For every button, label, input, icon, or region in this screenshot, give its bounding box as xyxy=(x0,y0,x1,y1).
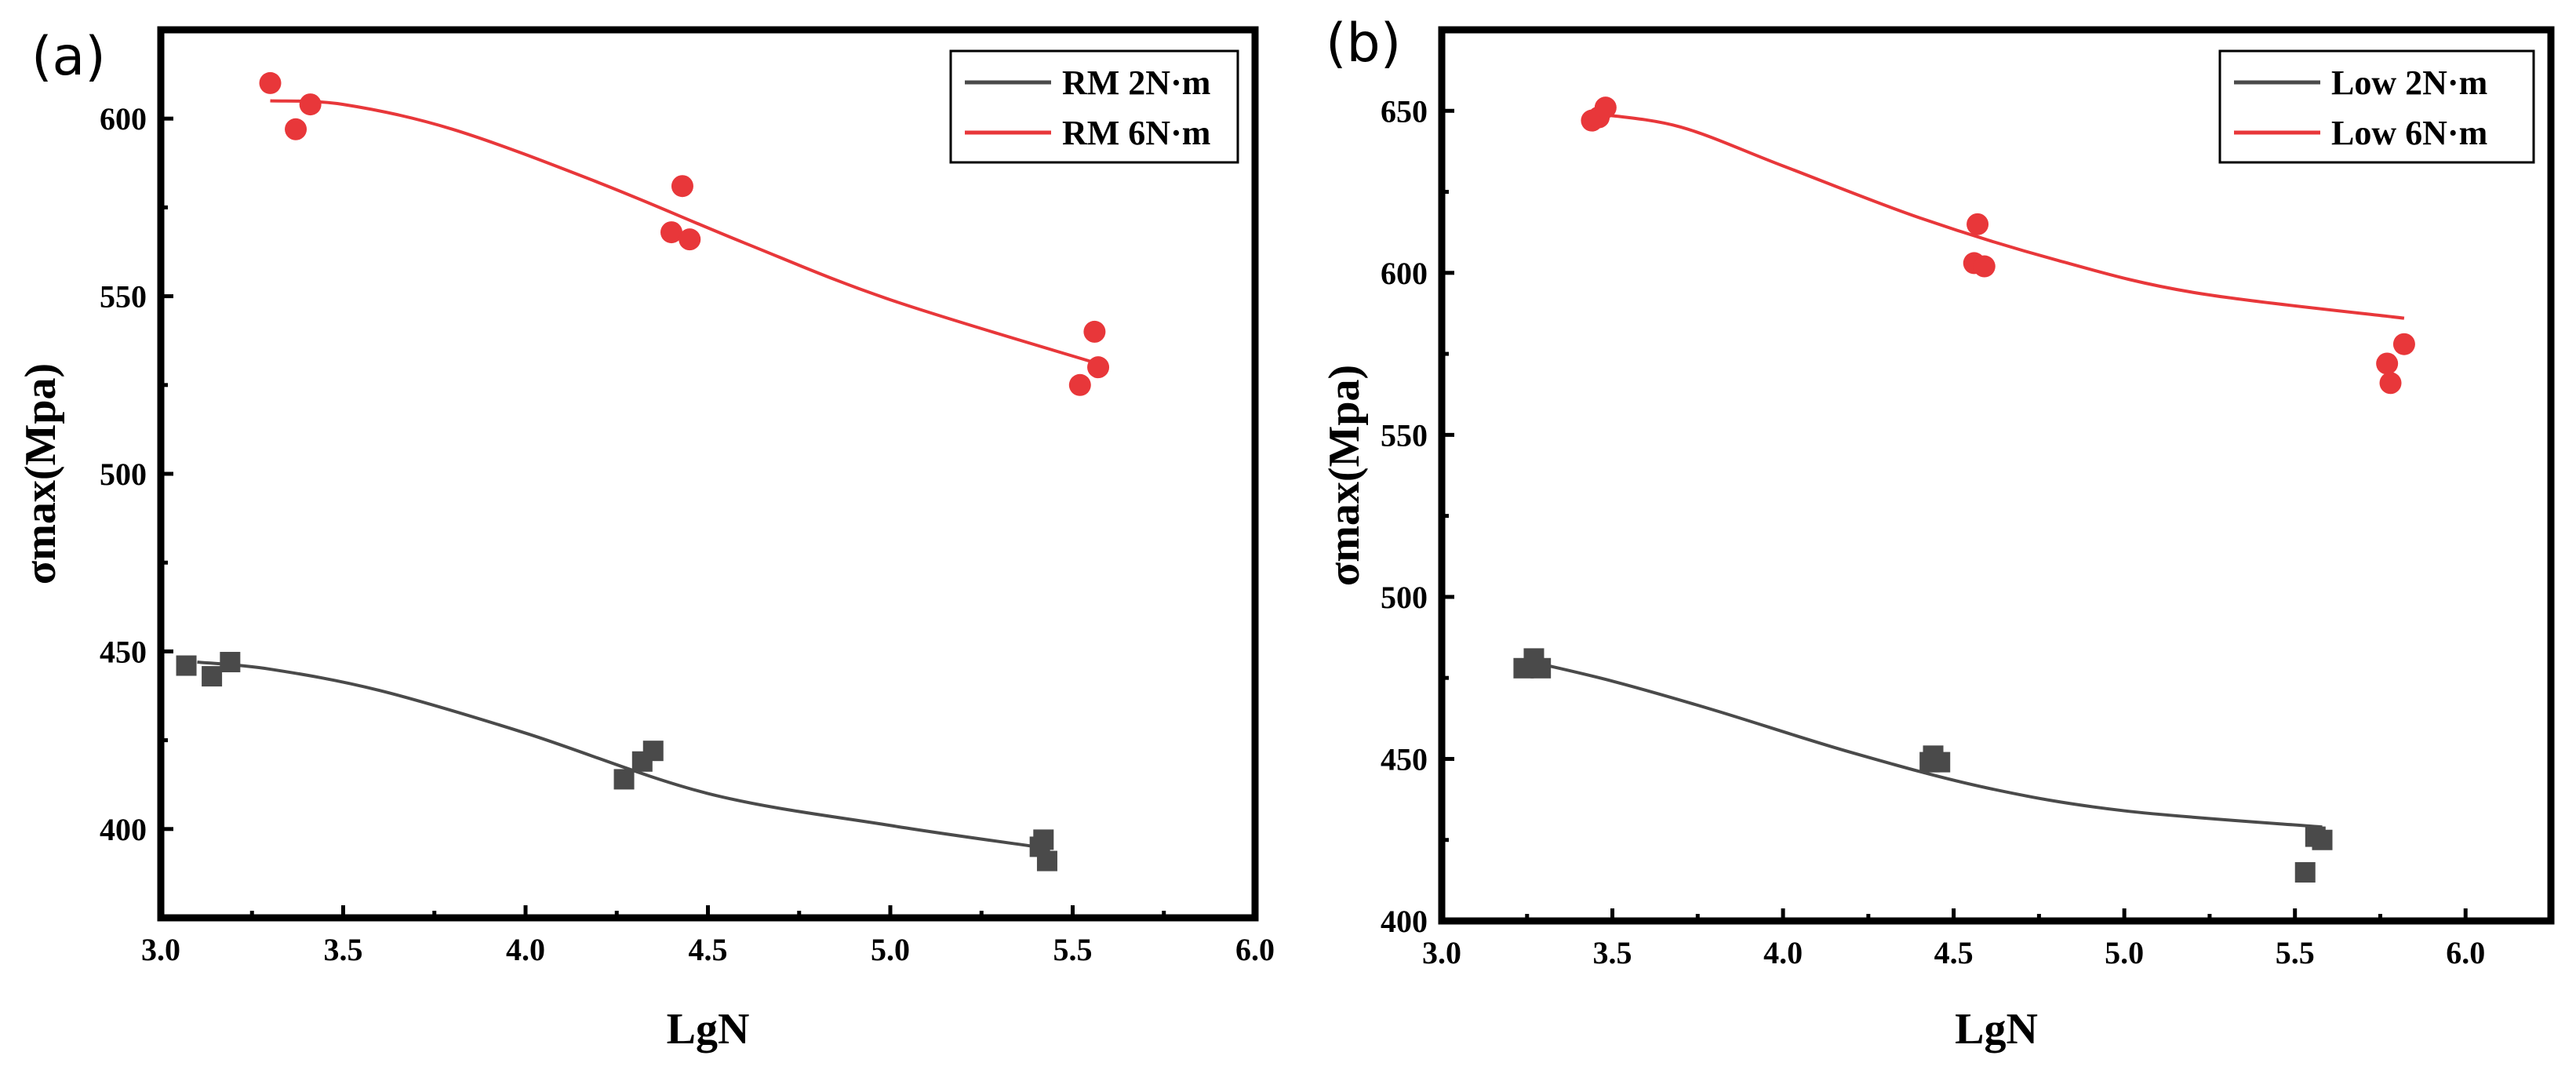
data-point xyxy=(299,93,322,116)
data-point xyxy=(176,655,197,676)
data-point xyxy=(2376,352,2399,375)
data-point xyxy=(679,228,701,251)
y-tick-label: 550 xyxy=(1381,417,1428,453)
data-point xyxy=(613,769,635,790)
y-tick-label: 400 xyxy=(100,812,147,847)
y-tick-label: 500 xyxy=(100,457,147,492)
y-axis-title: σmax(Mpa) xyxy=(16,363,65,584)
legend-label: Low 6N·m xyxy=(2331,114,2487,152)
plot-frame xyxy=(157,26,1259,922)
x-tick-label: 5.5 xyxy=(1053,932,1093,967)
y-tick-label: 550 xyxy=(100,279,147,315)
legend-label: Low 2N·m xyxy=(2331,64,2487,102)
plot-frame xyxy=(1438,26,2555,925)
data-point xyxy=(202,666,223,687)
data-point xyxy=(285,118,307,140)
legend-box xyxy=(2218,49,2535,164)
x-tick-label: 6.0 xyxy=(1235,932,1275,967)
data-point xyxy=(2392,333,2415,355)
y-tick-label: 500 xyxy=(1381,580,1428,615)
x-tick-label: 3.0 xyxy=(1422,935,1461,970)
legend-label: RM 6N·m xyxy=(1062,114,1210,152)
data-point xyxy=(2312,829,2333,850)
data-point xyxy=(642,741,664,762)
x-tick-label: 4.0 xyxy=(1763,935,1803,970)
data-point xyxy=(1068,373,1091,396)
x-tick-label: 3.5 xyxy=(324,932,363,967)
chart-panel-b: (b) 3.0 3.5 4.0 4.5 5.0 5.5 6.0 400 450 500 550 600 6… xyxy=(1320,13,2555,1054)
data-point xyxy=(671,175,693,198)
x-axis-title: LgN xyxy=(667,1005,750,1054)
y-tick-label: 600 xyxy=(1381,256,1428,291)
x-tick-label: 5.5 xyxy=(2276,935,2315,970)
series-rm-2n-m xyxy=(176,651,1057,872)
y-tick-label: 450 xyxy=(1381,741,1428,777)
x-tick-label: 3.0 xyxy=(141,932,180,967)
series-low-6n-m xyxy=(1581,96,2415,395)
y-tick-label: 400 xyxy=(1381,904,1428,939)
data-point xyxy=(1083,320,1106,343)
x-axis-title: LgN xyxy=(1955,1005,2038,1054)
data-point xyxy=(660,221,682,244)
data-point xyxy=(1594,96,1617,119)
y-tick-label: 600 xyxy=(100,101,147,136)
fit-curve xyxy=(1530,660,2323,829)
data-point xyxy=(1036,850,1057,872)
y-tick-label: 450 xyxy=(100,634,147,669)
data-point xyxy=(1973,255,1996,278)
data-point xyxy=(2294,862,2316,883)
data-point xyxy=(1033,829,1054,850)
data-point xyxy=(2379,372,2402,395)
legend-label: RM 2N·m xyxy=(1062,64,1210,102)
fit-curve xyxy=(1598,112,2405,320)
y-axis-title: σmax(Mpa) xyxy=(1320,365,1369,586)
data-point xyxy=(259,71,282,94)
fit-curve xyxy=(270,99,1099,366)
series-rm-6n-m xyxy=(259,71,1110,396)
x-tick-label: 3.5 xyxy=(1593,935,1632,970)
x-tick-label: 5.0 xyxy=(2105,935,2144,970)
panel-label: (b) xyxy=(1326,13,1401,75)
data-point xyxy=(220,651,241,672)
x-tick-label: 6.0 xyxy=(2446,935,2485,970)
x-tick-label: 5.0 xyxy=(871,932,910,967)
x-tick-label: 4.5 xyxy=(689,932,728,967)
data-point xyxy=(1930,752,1951,773)
fit-curve xyxy=(197,660,1037,849)
data-point xyxy=(1530,657,1552,679)
chart-panel-a: (a) 3.0 3.5 4.0 4.5 5.0 5.5 6.0 400 450 500 550 600 L… xyxy=(16,26,1275,1054)
data-point xyxy=(1087,356,1110,379)
x-tick-label: 4.5 xyxy=(1934,935,1974,970)
y-tick-label: 650 xyxy=(1381,93,1428,129)
series-low-2n-m xyxy=(1513,648,2333,883)
legend: RM 2N·m RM 6N·m xyxy=(949,49,1239,164)
legend-box xyxy=(949,49,1239,164)
x-tick-label: 4.0 xyxy=(506,932,545,967)
data-point xyxy=(1967,213,1989,235)
legend: Low 2N·m Low 6N·m xyxy=(2218,49,2535,164)
panel-label: (a) xyxy=(31,26,106,88)
